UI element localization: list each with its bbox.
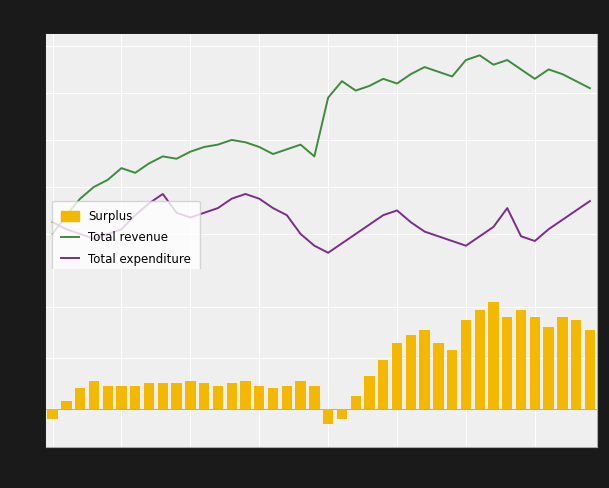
Bar xyxy=(254,386,264,408)
Bar xyxy=(75,388,85,408)
Bar xyxy=(116,386,127,408)
Bar xyxy=(433,343,443,408)
Bar xyxy=(488,302,499,408)
Bar xyxy=(144,383,154,408)
Bar xyxy=(557,317,568,408)
Bar xyxy=(268,388,278,408)
Bar xyxy=(89,381,99,408)
Bar xyxy=(158,383,168,408)
Bar xyxy=(585,330,595,408)
Bar xyxy=(213,386,223,408)
Bar xyxy=(295,381,306,408)
Bar xyxy=(392,343,402,408)
Bar xyxy=(185,381,195,408)
Bar xyxy=(227,383,237,408)
Bar xyxy=(406,335,416,408)
Bar xyxy=(571,320,582,408)
Bar xyxy=(48,408,58,419)
Bar xyxy=(337,408,347,419)
Bar xyxy=(281,386,292,408)
Bar xyxy=(61,401,71,408)
Bar xyxy=(502,317,512,408)
Bar xyxy=(474,310,485,408)
Bar xyxy=(323,408,333,424)
Bar xyxy=(364,376,375,408)
Bar xyxy=(461,320,471,408)
Bar xyxy=(378,361,389,408)
Bar xyxy=(420,330,430,408)
Bar xyxy=(171,383,181,408)
Bar xyxy=(351,396,361,408)
Bar xyxy=(516,310,526,408)
Bar xyxy=(199,383,209,408)
Bar xyxy=(447,350,457,408)
Bar xyxy=(102,386,113,408)
Bar xyxy=(241,381,251,408)
Legend: Surplus, Total revenue, Total expenditure: Surplus, Total revenue, Total expenditur… xyxy=(52,201,200,275)
Bar xyxy=(130,386,141,408)
Bar xyxy=(309,386,320,408)
Bar xyxy=(543,327,554,408)
Bar xyxy=(530,317,540,408)
